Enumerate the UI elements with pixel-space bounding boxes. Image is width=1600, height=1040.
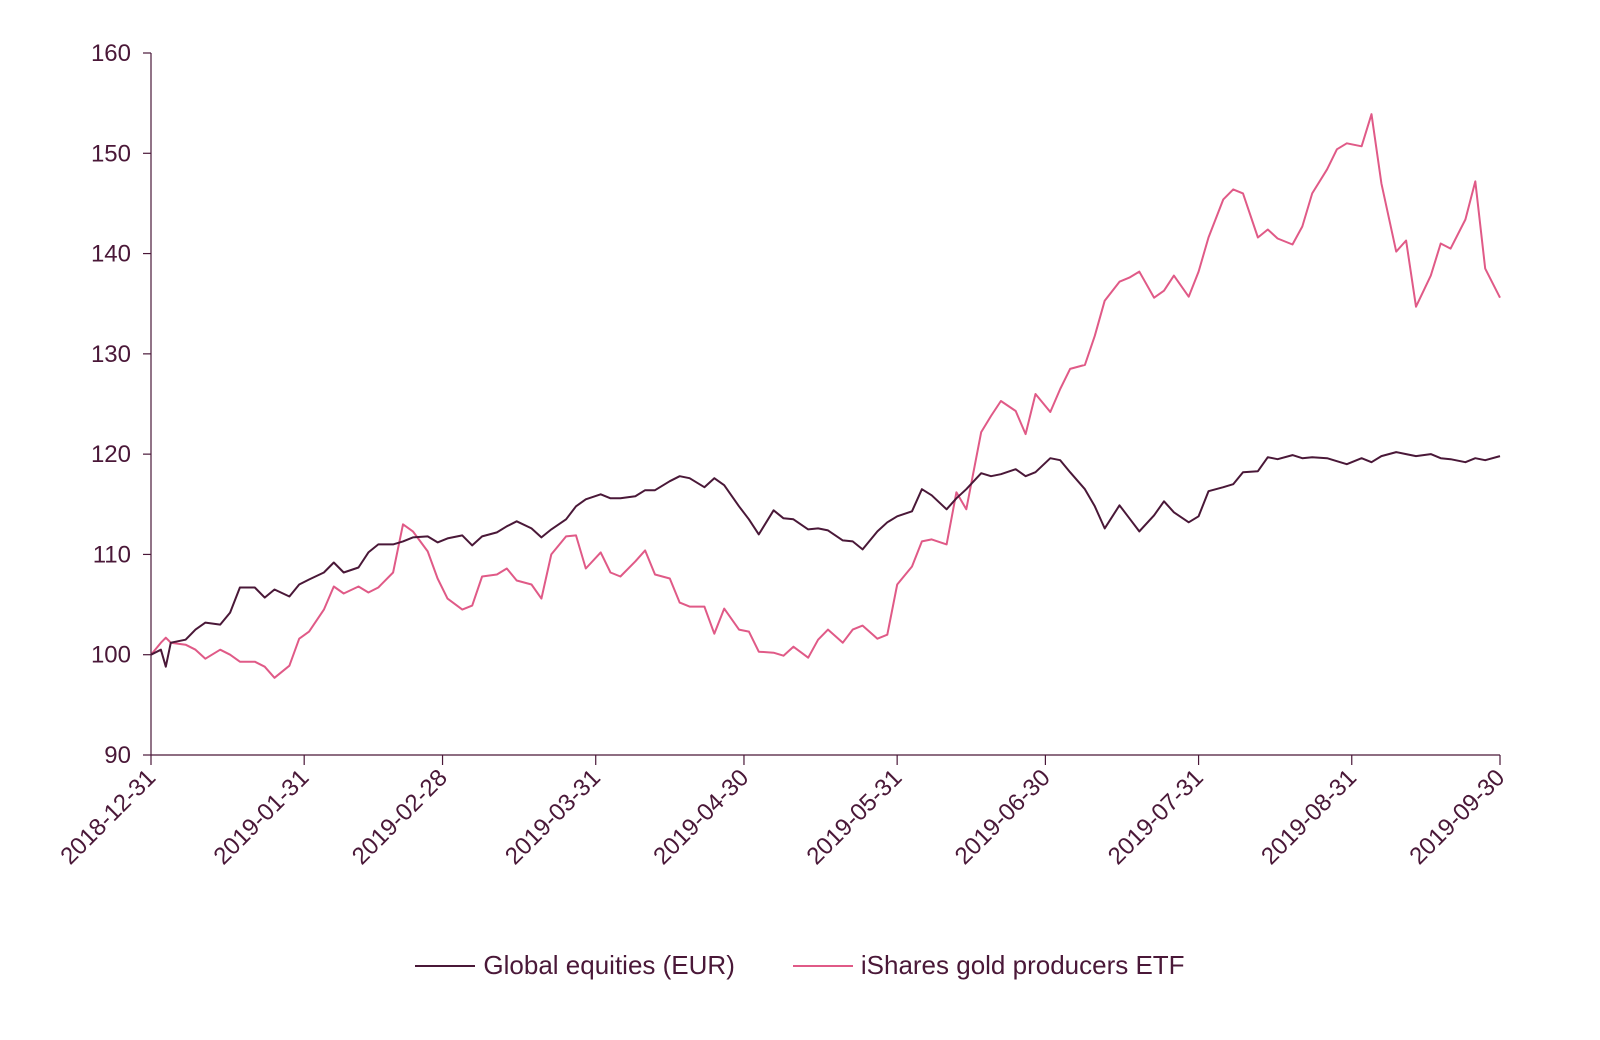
x-tick-label: 2019-01-31	[209, 764, 315, 870]
x-tick-label: 2019-05-31	[801, 764, 907, 870]
x-tick-label: 2019-02-28	[347, 764, 453, 870]
series-line-gold-producers	[150, 113, 1501, 679]
legend: Global equities (EUR) iShares gold produ…	[0, 950, 1600, 981]
legend-item-gold-producers: iShares gold producers ETF	[792, 950, 1185, 981]
legend-label-global-equities: Global equities (EUR)	[483, 950, 735, 980]
x-tick-label: 2019-09-30	[1404, 764, 1510, 870]
y-tick-label: 100	[91, 642, 131, 669]
x-tick-label: 2018-12-31	[55, 764, 161, 870]
x-tick-label: 2019-07-31	[1103, 764, 1209, 870]
y-tick-label: 140	[91, 241, 131, 268]
y-tick-label: 130	[91, 341, 131, 368]
series-line-global-equities	[150, 451, 1501, 668]
x-tick-label: 2019-03-31	[500, 764, 606, 870]
legend-label-gold-producers: iShares gold producers ETF	[860, 950, 1185, 980]
series-lines	[150, 113, 1501, 679]
x-tick-label: 2019-08-31	[1256, 764, 1362, 870]
legend-item-global-equities: Global equities (EUR)	[415, 950, 735, 981]
legend-swatch-global-equities	[415, 964, 476, 967]
y-tick-label: 90	[104, 742, 131, 769]
y-tick-label: 160	[91, 40, 131, 67]
x-tick-label: 2019-04-30	[648, 764, 754, 870]
x-tick-label: 2019-06-30	[950, 764, 1056, 870]
y-tick-label: 150	[91, 140, 131, 167]
y-tick-label: 120	[91, 441, 131, 468]
legend-swatch-gold-producers	[792, 964, 853, 967]
y-tick-label: 110	[93, 541, 131, 568]
